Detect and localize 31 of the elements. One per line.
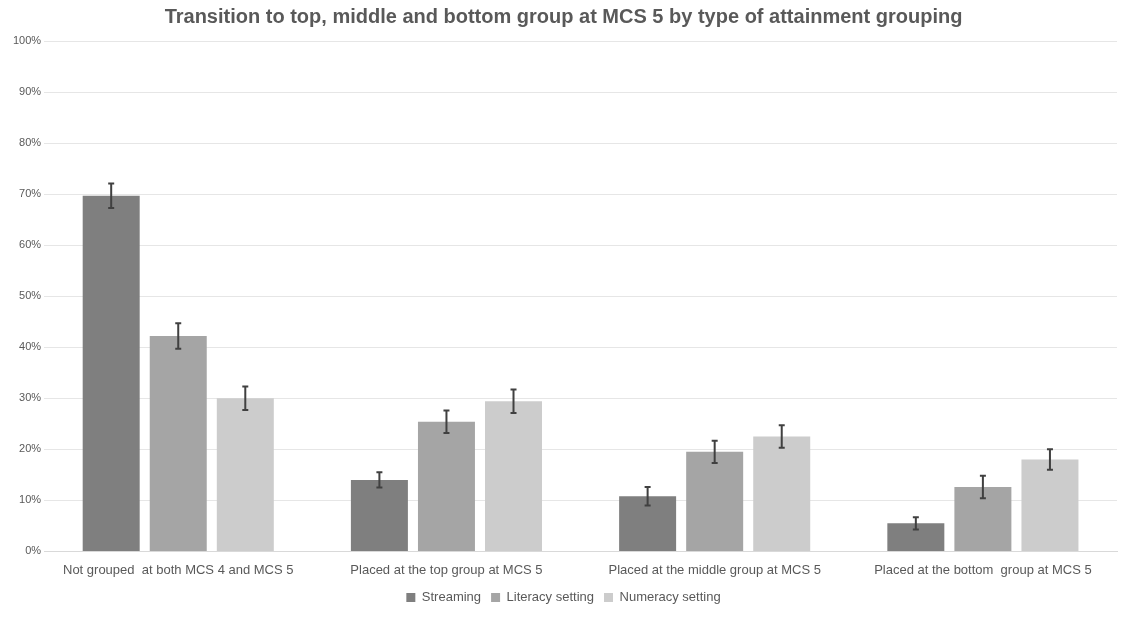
chart-title: Transition to top, middle and bottom group at MCS 5 by type of attainment grouping	[164, 4, 963, 27]
bar	[149, 336, 207, 551]
y-tick-label: 20%	[19, 442, 42, 455]
bar	[216, 398, 274, 551]
legend-label: Literacy setting	[506, 589, 595, 605]
bar	[417, 421, 475, 551]
y-tick-label: 70%	[19, 187, 42, 200]
bar	[954, 487, 1012, 551]
y-tick-label: 60%	[19, 238, 42, 251]
y-tick-label: 80%	[19, 136, 42, 149]
y-tick-label: 90%	[19, 85, 42, 98]
y-tick-label: 10%	[19, 493, 42, 506]
x-tick-label: Placed at the bottom group at MCS 5	[874, 561, 1092, 577]
x-tick-label: Not grouped at both MCS 4 and MCS 5	[62, 561, 294, 577]
y-tick-label: 50%	[19, 289, 42, 302]
bar	[619, 496, 677, 551]
y-tick-label: 30%	[19, 391, 42, 404]
legend-label: Streaming	[421, 589, 482, 605]
y-tick-label: 100%	[12, 34, 42, 47]
bar	[686, 451, 744, 551]
y-tick-label: 0%	[25, 544, 42, 557]
legend-label: Numeracy setting	[619, 589, 721, 605]
bar	[753, 436, 811, 551]
bar	[350, 479, 408, 551]
bar	[1021, 459, 1079, 551]
bar	[82, 195, 140, 551]
x-tick-label: Placed at the middle group at MCS 5	[608, 561, 821, 577]
bar	[485, 401, 543, 551]
x-tick-label: Placed at the top group at MCS 5	[350, 561, 543, 577]
bar	[887, 523, 945, 551]
y-tick-label: 40%	[19, 340, 42, 353]
